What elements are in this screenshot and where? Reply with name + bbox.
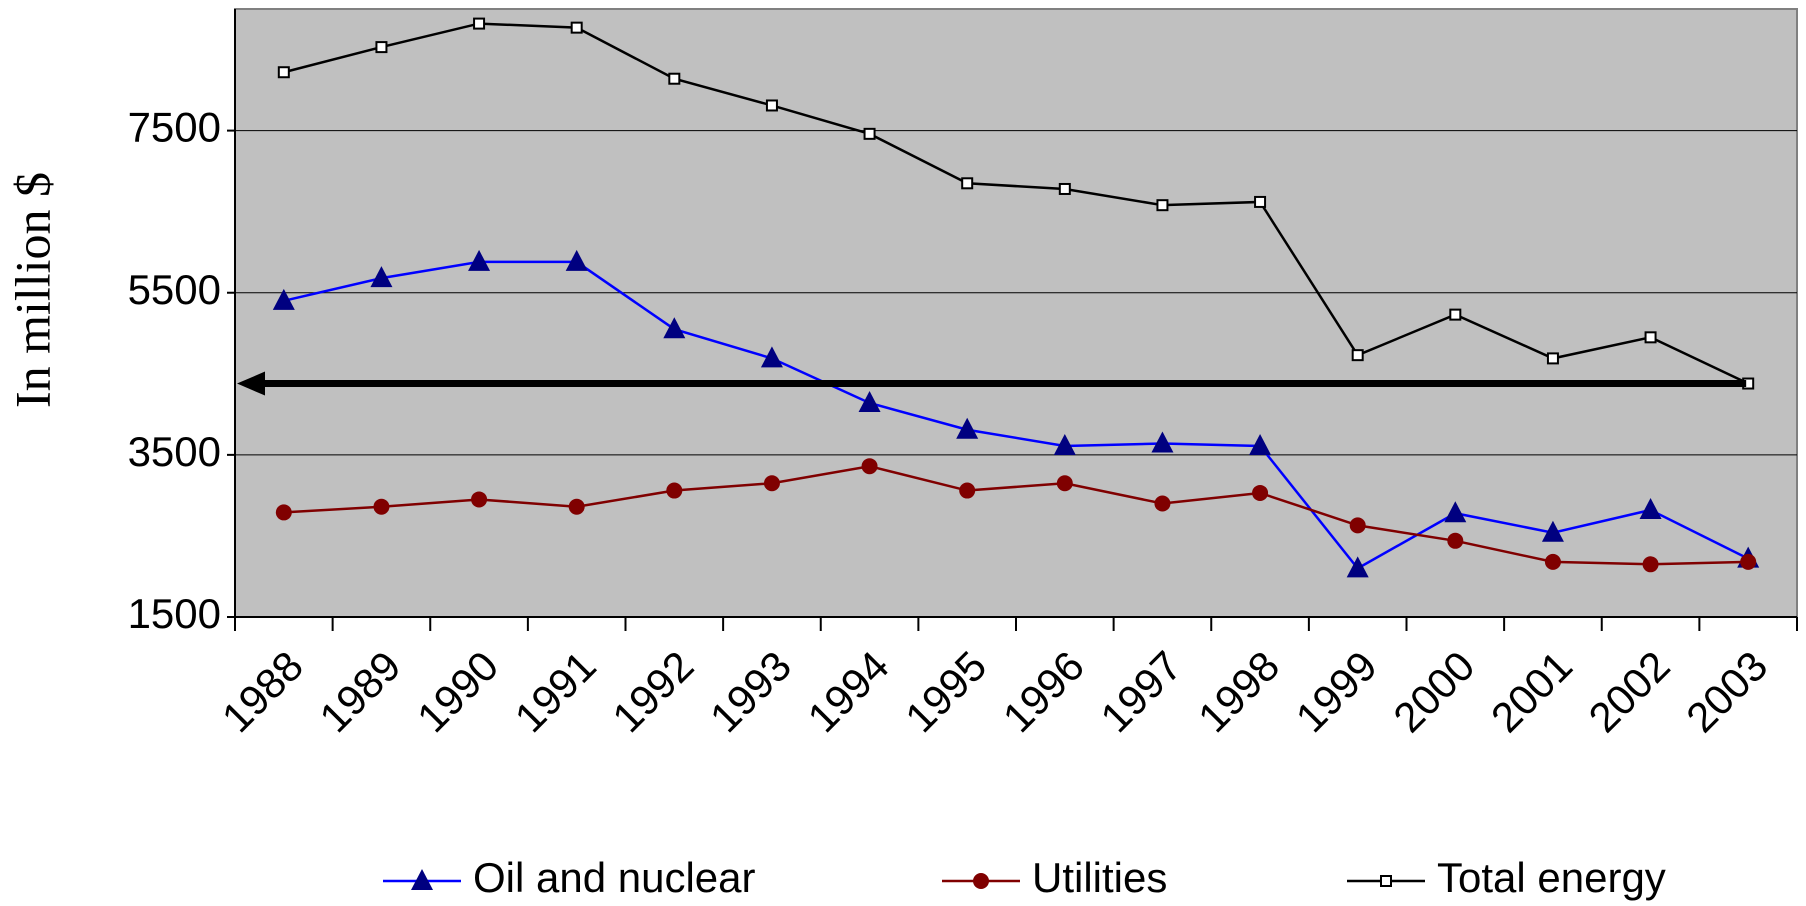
x-tick-label: 1991 bbox=[506, 642, 605, 741]
marker bbox=[1444, 501, 1467, 523]
arrow-head bbox=[237, 371, 265, 396]
x-tick-label: 1995 bbox=[896, 642, 995, 741]
series-line bbox=[283, 260, 1749, 570]
marker bbox=[760, 346, 783, 368]
marker bbox=[471, 491, 488, 508]
x-tick-label: 1988 bbox=[213, 642, 312, 741]
marker bbox=[1349, 517, 1366, 534]
marker bbox=[973, 873, 989, 889]
legend-item: Utilities bbox=[942, 854, 1167, 901]
series-line bbox=[283, 464, 1749, 566]
marker bbox=[1546, 352, 1559, 365]
marker bbox=[663, 317, 686, 339]
marker bbox=[1644, 331, 1657, 344]
marker bbox=[277, 66, 290, 79]
marker bbox=[1154, 495, 1171, 512]
marker bbox=[858, 390, 881, 412]
x-tick-label: 1990 bbox=[408, 642, 507, 741]
x-tick-label: 1999 bbox=[1287, 642, 1386, 741]
marker bbox=[1346, 556, 1369, 578]
x-tick-label: 1992 bbox=[603, 642, 702, 741]
legend-label: Utilities bbox=[1032, 854, 1167, 901]
marker bbox=[1053, 433, 1076, 455]
marker bbox=[1541, 520, 1564, 542]
x-tick-label: 2000 bbox=[1384, 642, 1483, 741]
marker bbox=[570, 21, 583, 34]
marker bbox=[1156, 199, 1169, 212]
marker bbox=[1058, 182, 1071, 195]
marker bbox=[959, 482, 976, 499]
x-tick-label: 2002 bbox=[1579, 642, 1678, 741]
marker bbox=[1740, 553, 1757, 570]
marker bbox=[863, 127, 876, 140]
marker bbox=[1544, 553, 1561, 570]
series-line bbox=[283, 22, 1749, 385]
x-tick-label: 1998 bbox=[1189, 642, 1288, 741]
marker bbox=[1449, 308, 1462, 321]
x-tick-label: 1993 bbox=[701, 642, 800, 741]
marker bbox=[1254, 195, 1267, 208]
x-tick-label: 2003 bbox=[1677, 642, 1776, 741]
marker bbox=[1639, 497, 1662, 519]
marker bbox=[666, 482, 683, 499]
y-tick-label: 5500 bbox=[128, 266, 221, 313]
marker bbox=[961, 177, 974, 190]
x-tick-label: 1997 bbox=[1091, 642, 1190, 741]
marker bbox=[275, 504, 292, 521]
plot-area bbox=[234, 8, 1798, 618]
marker bbox=[1249, 433, 1272, 455]
legend-label: Oil and nuclear bbox=[473, 854, 756, 901]
marker bbox=[375, 41, 388, 54]
marker bbox=[473, 17, 486, 30]
x-tick-label: 2001 bbox=[1482, 642, 1581, 741]
marker bbox=[370, 266, 393, 288]
y-tick-label: 1500 bbox=[128, 590, 221, 637]
marker bbox=[468, 249, 491, 271]
marker bbox=[765, 99, 778, 112]
x-tick-label: 1994 bbox=[798, 642, 897, 741]
legend-label: Total energy bbox=[1437, 854, 1666, 901]
marker bbox=[1447, 532, 1464, 549]
marker bbox=[956, 417, 979, 439]
marker bbox=[1380, 875, 1392, 887]
marker bbox=[1151, 431, 1174, 453]
marker bbox=[565, 249, 588, 271]
y-tick-label: 3500 bbox=[128, 428, 221, 475]
y-tick-label: 7500 bbox=[128, 104, 221, 151]
marker bbox=[411, 869, 433, 890]
marker bbox=[1056, 475, 1073, 492]
marker bbox=[1642, 556, 1659, 573]
marker bbox=[763, 475, 780, 492]
y-axis-title: In million $ bbox=[4, 172, 60, 408]
marker bbox=[861, 458, 878, 475]
marker bbox=[1351, 349, 1364, 362]
x-tick-label: 1996 bbox=[994, 642, 1093, 741]
marker bbox=[568, 498, 585, 515]
legend-item: Oil and nuclear bbox=[383, 854, 756, 901]
marker bbox=[668, 72, 681, 85]
marker bbox=[1252, 484, 1269, 501]
marker bbox=[272, 288, 295, 310]
marker bbox=[373, 498, 390, 515]
x-tick-label: 1989 bbox=[310, 642, 409, 741]
legend-item: Total energy bbox=[1347, 854, 1666, 901]
